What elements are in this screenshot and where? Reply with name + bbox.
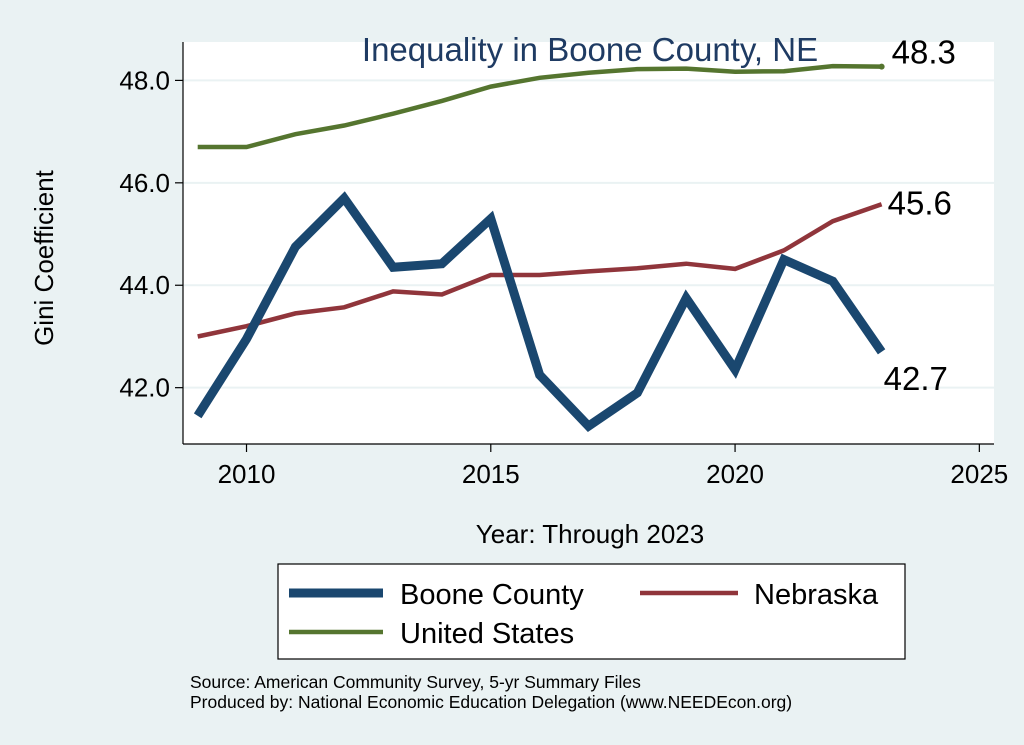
x-tick-label: 2010 xyxy=(218,459,276,489)
legend-label-boone-county: Boone County xyxy=(400,579,584,611)
y-tick-label: 42.0 xyxy=(119,373,170,403)
end-label-boone-county: 42.7 xyxy=(884,360,948,397)
y-tick-label: 46.0 xyxy=(119,168,170,198)
legend-label-united-states: United States xyxy=(400,618,574,650)
x-tick-label: 2020 xyxy=(706,459,764,489)
x-ticks: 2010 2015 2020 2025 xyxy=(218,444,1008,489)
end-label-nebraska: 45.6 xyxy=(888,184,952,221)
x-tick-label: 2025 xyxy=(950,459,1008,489)
series-line-boone-county xyxy=(193,191,886,432)
y-tick-label: 44.0 xyxy=(119,270,170,300)
series-line-united-states xyxy=(197,63,882,150)
producer-note: Produced by: National Economic Education… xyxy=(190,692,792,712)
y-axis-title: Gini Coefficient xyxy=(29,169,59,346)
series-lines xyxy=(193,63,886,432)
end-label-united-states: 48.3 xyxy=(892,34,956,71)
y-ticks: 42.0 44.0 46.0 48.0 xyxy=(119,65,183,403)
chart-title: Inequality in Boone County, NE xyxy=(362,31,818,68)
legend-box xyxy=(277,563,906,660)
y-tick-label: 48.0 xyxy=(119,65,170,95)
legend-label-nebraska: Nebraska xyxy=(754,579,879,611)
plot-area xyxy=(183,42,994,444)
source-note: Source: American Community Survey, 5-yr … xyxy=(190,672,641,692)
end-labels: 42.7 45.6 48.3 xyxy=(878,34,956,397)
gridlines xyxy=(183,79,994,389)
legend: Boone County Nebraska United States xyxy=(277,563,906,660)
x-axis-title: Year: Through 2023 xyxy=(476,519,704,549)
end-marker-united-states xyxy=(878,63,885,70)
series-line-nebraska xyxy=(197,202,883,339)
axes xyxy=(182,42,994,445)
x-tick-label: 2015 xyxy=(462,459,520,489)
